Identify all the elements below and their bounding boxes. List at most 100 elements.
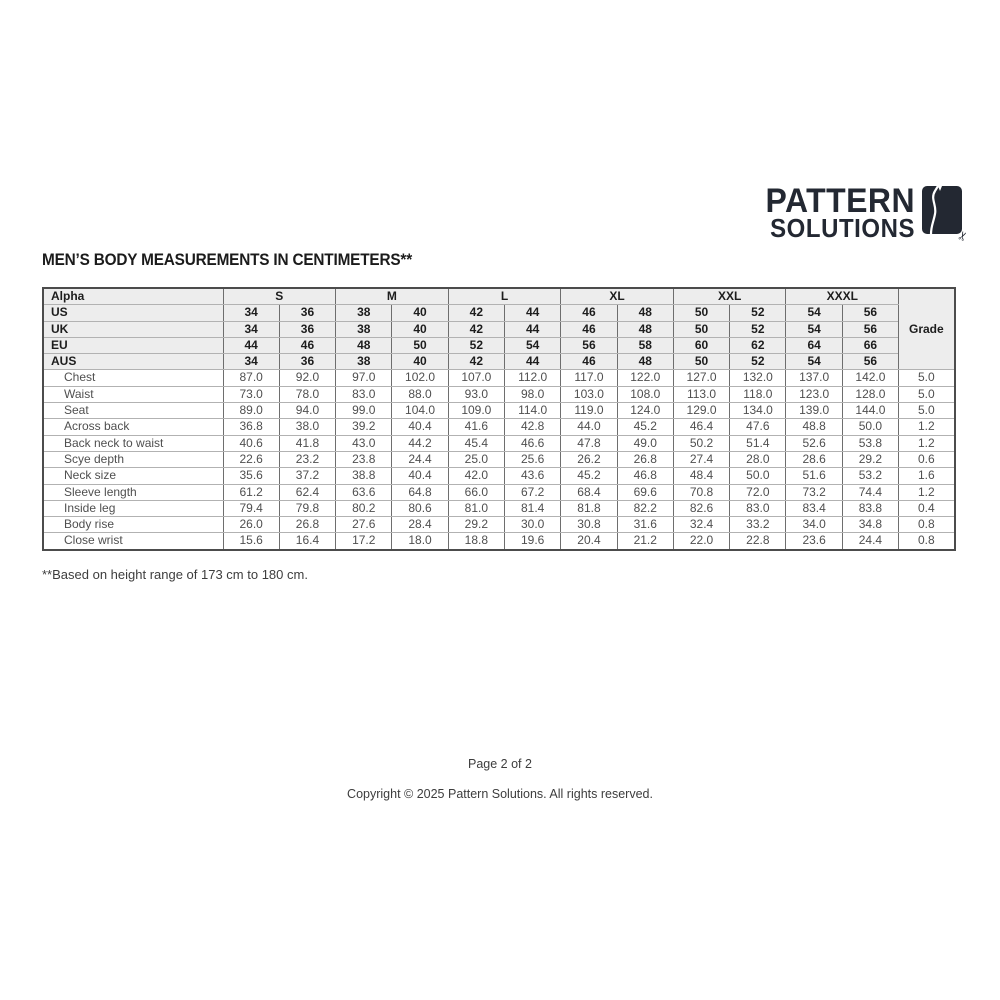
measurement-value: 15.6 [222, 532, 280, 551]
size-value: 46 [560, 353, 618, 371]
size-value: 44 [222, 336, 280, 355]
size-value: 50 [672, 353, 731, 371]
pattern-solutions-logo: PATTERN SOLUTIONS ✂ [756, 184, 972, 244]
size-value: 42 [447, 353, 506, 371]
measurement-value: 87.0 [222, 369, 280, 387]
size-value: 50 [672, 320, 731, 338]
measurement-value: 24.4 [841, 532, 900, 551]
grade-value: 5.0 [898, 385, 956, 404]
measurement-value: 26.0 [222, 516, 280, 534]
measurement-label: Across back [42, 418, 224, 436]
height-range-footnote: **Based on height range of 173 cm to 180… [42, 567, 308, 582]
measurement-value: 16.4 [278, 532, 337, 551]
measurement-value: 69.6 [616, 483, 674, 501]
size-value: 52 [729, 320, 787, 338]
measurement-value: 53.2 [841, 467, 900, 485]
measurement-row-inside-leg: Inside leg 79.4 79.8 80.2 80.6 81.0 81.4 81.8 82… [42, 499, 956, 518]
measurement-value: 73.0 [222, 385, 280, 404]
size-value: 64 [785, 336, 843, 355]
measurement-value: 22.6 [222, 450, 280, 469]
measurement-value: 47.6 [729, 418, 787, 436]
alpha-size-xxl: XXL [672, 287, 787, 306]
size-value: 54 [785, 304, 843, 322]
page-title: MEN’S BODY MEASUREMENTS IN CENTIMETERS** [42, 251, 412, 269]
measurement-row-neck-size: Neck size 35.6 37.2 38.8 40.4 42.0 43.6 45.2 46.… [42, 467, 956, 485]
measurement-value: 25.6 [503, 450, 562, 469]
measurement-value: 18.0 [391, 532, 449, 551]
measurement-value: 89.0 [222, 402, 280, 420]
size-system-label: AUS [42, 353, 224, 371]
pattern-piece-with-scissors-icon: ✂ [922, 186, 971, 244]
grade-value: 0.8 [898, 516, 956, 534]
measurement-row-sleeve-length: Sleeve length 61.2 62.4 63.6 64.8 66.0 67.2 68.… [42, 483, 956, 501]
size-value: 56 [560, 336, 618, 355]
measurement-value: 46.8 [616, 467, 674, 485]
measurement-value: 42.0 [447, 467, 506, 485]
measurement-value: 40.4 [391, 467, 449, 485]
copyright-notice: Copyright © 2025 Pattern Solutions. All … [347, 787, 653, 801]
measurement-value: 50.0 [729, 467, 787, 485]
measurement-value: 35.6 [222, 467, 280, 485]
measurement-value: 61.2 [222, 483, 280, 501]
size-value: 46 [560, 304, 618, 322]
measurement-label: Chest [42, 369, 224, 387]
measurement-value: 42.8 [503, 418, 562, 436]
size-value: 40 [391, 304, 449, 322]
grade-value: 0.8 [898, 532, 956, 551]
measurement-value: 44.2 [391, 434, 449, 452]
size-value: 58 [616, 336, 674, 355]
measurement-value: 53.8 [841, 434, 900, 452]
measurement-value: 129.0 [672, 402, 731, 420]
measurement-value: 103.0 [560, 385, 618, 404]
logo-line2: SOLUTIONS [770, 215, 915, 243]
measurement-value: 27.4 [672, 450, 731, 469]
measurement-value: 49.0 [616, 434, 674, 452]
measurement-value: 93.0 [447, 385, 506, 404]
measurement-value: 82.6 [672, 499, 731, 518]
size-row-us: US 34 36 38 40 42 44 46 48 50 52 54 56 [42, 304, 955, 322]
grade-value: 1.2 [898, 483, 956, 501]
measurement-value: 108.0 [616, 385, 674, 404]
measurement-value: 28.6 [785, 450, 843, 469]
measurement-value: 122.0 [616, 369, 674, 387]
measurement-value: 124.0 [616, 402, 674, 420]
measurement-value: 40.4 [391, 418, 449, 436]
alpha-size-s: S [222, 287, 337, 306]
measurement-value: 128.0 [841, 385, 900, 404]
measurement-value: 81.0 [447, 499, 506, 518]
measurement-value: 22.8 [729, 532, 787, 551]
measurement-value: 25.0 [447, 450, 506, 469]
measurement-value: 34.0 [785, 516, 843, 534]
size-value: 54 [503, 336, 562, 355]
measurement-value: 51.6 [785, 467, 843, 485]
measurement-row-back-neck-to-waist: Back neck to waist 40.6 41.8 43.0 44.2 45.4 46… [42, 434, 956, 452]
measurement-value: 92.0 [278, 369, 337, 387]
measurement-value: 68.4 [560, 483, 618, 501]
measurement-value: 134.0 [729, 402, 787, 420]
grade-value: 0.4 [898, 499, 956, 518]
size-value: 38 [335, 353, 393, 371]
size-value: 44 [503, 304, 562, 322]
measurement-value: 52.6 [785, 434, 843, 452]
size-value: 54 [785, 320, 843, 338]
measurement-value: 102.0 [391, 369, 449, 387]
measurement-value: 98.0 [503, 385, 562, 404]
measurement-value: 104.0 [391, 402, 449, 420]
size-value: 42 [447, 320, 506, 338]
measurement-value: 29.2 [841, 450, 900, 469]
measurement-value: 73.2 [785, 483, 843, 501]
size-value: 48 [335, 336, 393, 355]
measurement-value: 31.6 [616, 516, 674, 534]
alpha-header-row: Alpha S M L XL XXL XXXL Grade [42, 287, 956, 371]
size-row-eu: EU 44 46 48 50 52 54 56 58 60 62 64 66 [42, 336, 955, 355]
size-value: 44 [503, 353, 562, 371]
measurement-label: Close wrist [42, 532, 224, 551]
measurement-value: 26.2 [560, 450, 618, 469]
measurement-row-close-wrist: Close wrist 15.6 16.4 17.2 18.0 18.8 19.6 20.4 2… [42, 532, 956, 551]
measurement-value: 41.8 [278, 434, 337, 452]
measurement-value: 112.0 [503, 369, 562, 387]
measurement-value: 123.0 [785, 385, 843, 404]
measurement-value: 26.8 [278, 516, 337, 534]
size-value: 52 [447, 336, 506, 355]
